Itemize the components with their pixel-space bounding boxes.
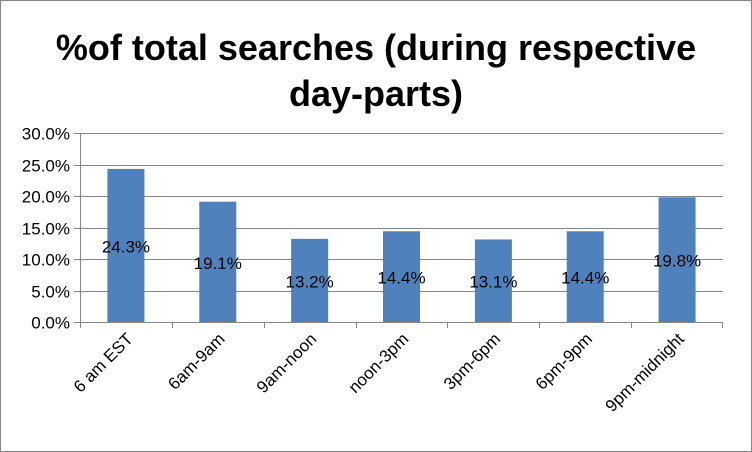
- chart-title: %of total searches (during respective da…: [55, 27, 697, 114]
- y-tick-label: 30.0%: [22, 125, 70, 144]
- x-tick-label: 6 am EST: [70, 329, 137, 396]
- data-label: 19.8%: [653, 252, 701, 271]
- bar: [474, 239, 512, 322]
- bar: [107, 168, 145, 322]
- y-tick-label: 10.0%: [22, 251, 70, 270]
- y-tick-label: 25.0%: [22, 157, 70, 176]
- data-label: 24.3%: [102, 237, 150, 256]
- x-tick-label: noon-3pm: [345, 329, 413, 397]
- y-tick-label: 0.0%: [31, 314, 70, 333]
- x-tick-label: 3pm-6pm: [440, 329, 504, 393]
- bar: [199, 201, 237, 322]
- data-label: 19.1%: [194, 254, 242, 273]
- bar: [658, 197, 696, 322]
- bar: [383, 231, 420, 322]
- y-tick-label: 20.0%: [22, 188, 70, 207]
- data-label: 14.4%: [377, 269, 425, 288]
- bar: [566, 231, 604, 322]
- data-label: 13.1%: [469, 273, 517, 292]
- x-tick-label: 6pm-9pm: [532, 329, 596, 393]
- x-tick-label: 9am-noon: [253, 329, 321, 397]
- x-tick-label: 9pm-midnight: [602, 329, 688, 415]
- bar: [291, 238, 329, 322]
- data-label: 13.2%: [286, 272, 334, 291]
- y-tick-label: 5.0%: [31, 283, 70, 302]
- x-tick-label: 6am-9am: [164, 329, 228, 393]
- y-tick-label: 15.0%: [22, 220, 70, 239]
- data-label: 14.4%: [561, 269, 609, 288]
